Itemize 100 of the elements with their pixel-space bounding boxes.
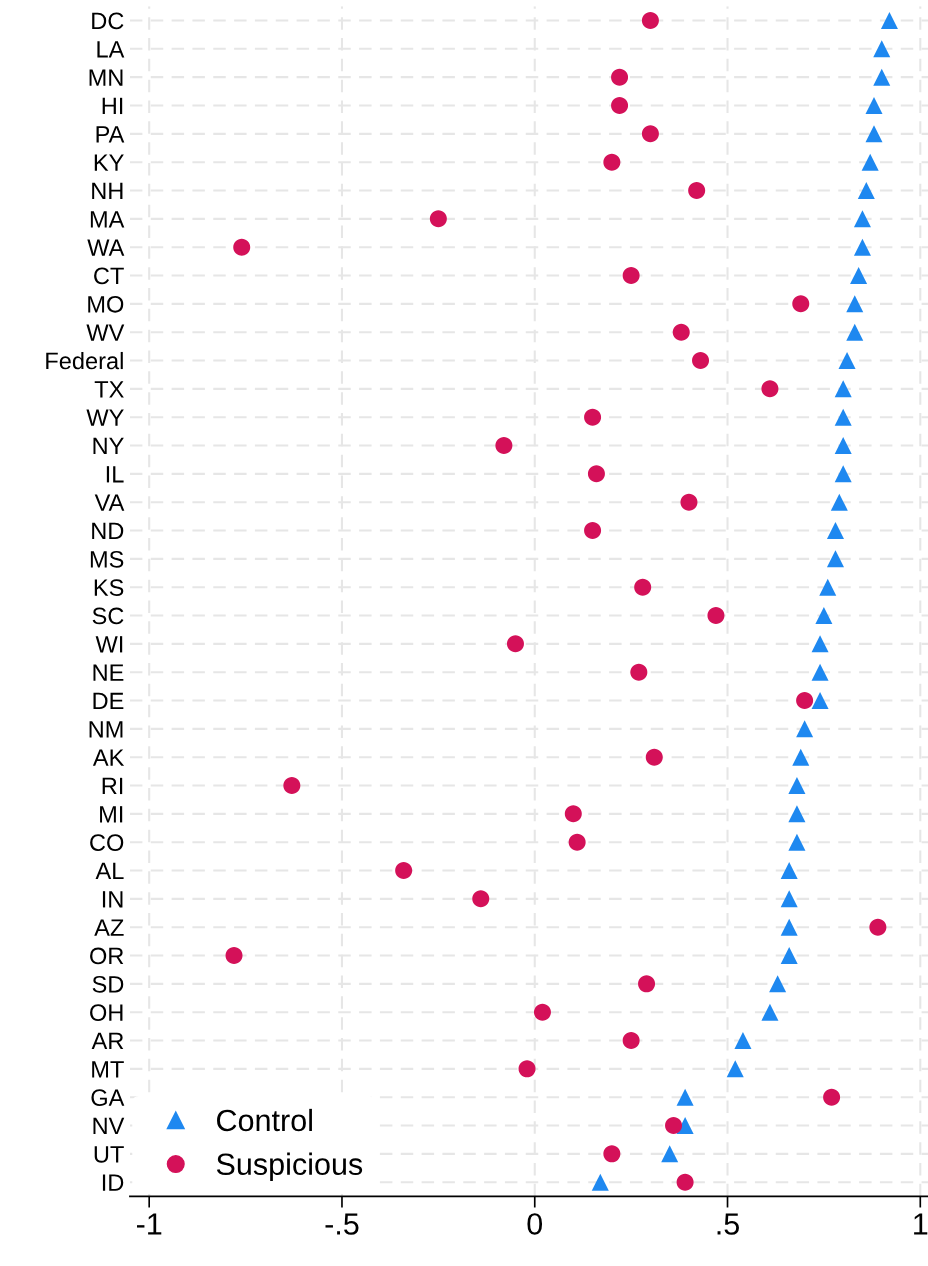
point <box>861 153 879 171</box>
y-tick-label: NY <box>93 437 124 455</box>
point <box>692 352 710 370</box>
x-tick-label: .5 <box>717 1213 739 1235</box>
point <box>826 550 844 568</box>
y-tick-label: NM <box>89 721 123 738</box>
y-tick-label: ND <box>92 522 124 540</box>
point <box>788 777 806 795</box>
point <box>780 947 798 965</box>
y-tick-label: PA <box>96 126 125 143</box>
point <box>622 267 640 285</box>
point <box>533 1003 551 1021</box>
point <box>788 833 806 851</box>
point <box>769 975 787 993</box>
point <box>506 635 524 653</box>
point <box>853 238 871 256</box>
point <box>811 635 829 653</box>
y-tick-label: IN <box>102 891 123 908</box>
point <box>834 408 852 426</box>
point <box>591 1173 609 1191</box>
point <box>564 805 582 823</box>
point <box>584 522 602 540</box>
x-tick-label: -1 <box>136 1213 162 1235</box>
point <box>645 748 663 766</box>
point <box>283 777 301 795</box>
point <box>587 465 605 483</box>
point <box>780 890 798 908</box>
point <box>815 607 833 625</box>
y-tick-label: OH <box>90 1004 123 1021</box>
point <box>811 692 829 710</box>
y-tick-label: CT <box>94 267 124 285</box>
point <box>792 295 810 313</box>
point <box>665 1117 683 1135</box>
point <box>780 862 798 880</box>
point <box>676 1088 694 1106</box>
y-tick-label: LA <box>97 41 125 58</box>
point <box>568 833 586 851</box>
point <box>880 11 898 29</box>
legend-label: Control <box>217 1108 312 1132</box>
y-tick-label: MO <box>88 295 124 313</box>
y-tick-label: AK <box>92 749 125 766</box>
y-tick-label: UT <box>94 1146 124 1163</box>
point <box>584 408 602 426</box>
y-tick-label: HI <box>102 97 123 115</box>
point <box>726 1060 744 1078</box>
legend-label: Suspicious <box>216 1152 363 1182</box>
point <box>811 663 829 681</box>
point <box>850 267 868 285</box>
y-tick-label: AZ <box>94 919 124 936</box>
point <box>661 1145 679 1163</box>
y-tick-label: TX <box>94 381 124 398</box>
y-tick-label: GA <box>91 1089 125 1106</box>
point <box>518 1060 536 1078</box>
y-tick-label: WA <box>87 239 125 256</box>
y-tick-label: KS <box>94 579 124 596</box>
point <box>641 11 659 29</box>
point <box>869 918 887 936</box>
x-tick-label: 0 <box>527 1213 543 1235</box>
point <box>630 663 648 681</box>
point <box>641 125 659 143</box>
point <box>761 380 779 398</box>
point <box>846 323 864 341</box>
y-tick-label: RI <box>102 777 123 795</box>
y-tick-label: DE <box>93 692 124 710</box>
point <box>853 210 871 228</box>
y-tick-label: KY <box>94 154 124 171</box>
point <box>622 1032 640 1050</box>
y-tick-label: MN <box>89 69 123 86</box>
point <box>611 96 629 115</box>
point <box>796 692 814 710</box>
y-tick-label: DC <box>92 12 124 30</box>
y-tick-label: SD <box>92 975 124 993</box>
point <box>472 890 490 908</box>
point <box>865 96 883 115</box>
point <box>834 380 852 398</box>
y-tick-label: WY <box>86 409 124 426</box>
y-tick-label: OR <box>90 947 124 965</box>
point <box>225 947 243 965</box>
point <box>672 323 690 341</box>
point <box>680 493 698 511</box>
point <box>834 465 852 483</box>
point <box>676 1173 694 1191</box>
point <box>688 182 706 200</box>
point <box>830 493 848 511</box>
y-tick-label: NE <box>93 664 124 681</box>
point <box>761 1003 779 1021</box>
point <box>788 805 806 823</box>
y-tick-label: VA <box>94 494 125 511</box>
x-tick-label: -.5 <box>325 1213 359 1235</box>
y-tick-label: NH <box>92 182 123 200</box>
point <box>857 182 875 200</box>
y-tick-label: MA <box>90 211 125 228</box>
y-tick-label: MI <box>100 806 123 823</box>
point <box>780 918 798 936</box>
point <box>495 437 513 455</box>
point <box>846 295 864 313</box>
point <box>707 607 725 625</box>
y-tick-label: AL <box>95 862 124 880</box>
point <box>603 153 621 171</box>
y-tick-label: WI <box>95 636 123 653</box>
